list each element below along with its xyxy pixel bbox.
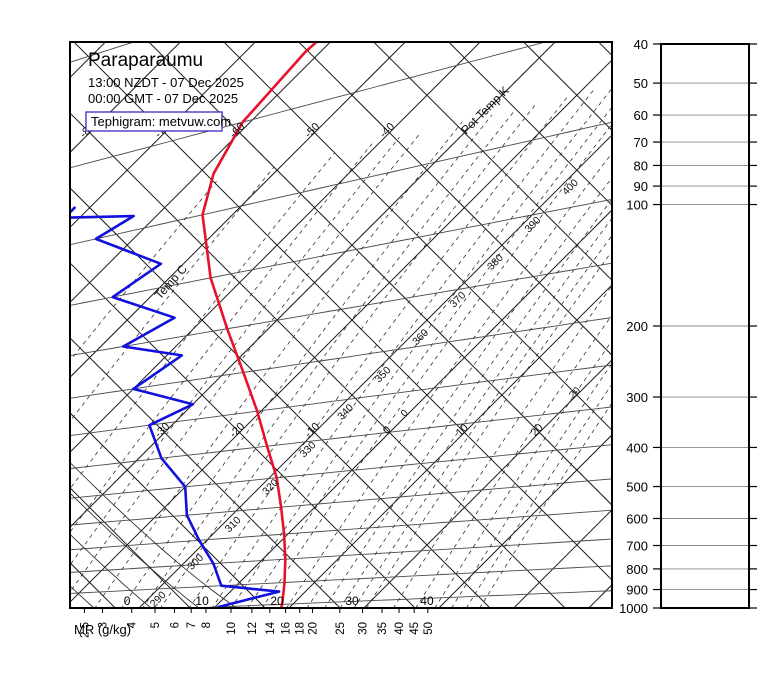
source-label: Tephigram: metvuw.com xyxy=(91,114,231,129)
mr-axis-label: MR (g/kg) xyxy=(74,622,131,637)
temp-tick-label: 30 xyxy=(345,594,359,608)
pressure-tick-label: 200 xyxy=(626,319,648,334)
pressure-tick-label: 70 xyxy=(634,135,648,150)
pressure-tick-label: 700 xyxy=(626,539,648,554)
mr-tick-label: 5 xyxy=(150,622,162,628)
pressure-tick-label: 1000 xyxy=(619,601,648,616)
header-block: Paraparaumu 13:00 NZDT - 07 Dec 2025 00:… xyxy=(85,50,244,132)
mr-tick-label: 6 xyxy=(169,622,181,628)
temp-tick-label: 10 xyxy=(195,594,209,608)
pressure-tick-label: 300 xyxy=(626,390,648,405)
pressure-tick-label: 90 xyxy=(634,179,648,194)
mr-tick-label: 4 xyxy=(127,621,139,628)
local-time-label: 13:00 NZDT - 07 Dec 2025 xyxy=(88,75,244,90)
source-box xyxy=(85,111,223,132)
pressure-tick-label: 400 xyxy=(626,440,648,455)
plot-frame xyxy=(69,41,613,609)
profile-layer xyxy=(70,42,319,608)
mr-tick-label: 18 xyxy=(295,622,307,635)
utc-time-label: 00:00 GMT - 07 Dec 2025 xyxy=(88,91,238,106)
mr-tick-label: 12 xyxy=(247,622,259,635)
mr-tick-label: 35 xyxy=(377,622,389,635)
mr-tick-label: 3 xyxy=(98,622,110,628)
mr-tick-label: 30 xyxy=(358,622,370,635)
mr-tick-label: 16 xyxy=(281,622,293,635)
mr-tick-label: 50 xyxy=(423,622,435,635)
station-title: Paraparaumu xyxy=(88,50,203,71)
temp-tick-label: 20 xyxy=(270,594,284,608)
pressure-axis-panel: 40 50 60 70 80 90 100 200 300 400 500 600 700 800 900 1… xyxy=(619,37,757,616)
mr-tick-label: 40 xyxy=(394,622,406,635)
pressure-tick-label: 80 xyxy=(634,158,648,173)
mr-tick-label: 2.5 xyxy=(79,622,91,638)
pressure-tick-label: 500 xyxy=(626,480,648,495)
mr-tick-label: 8 xyxy=(201,622,213,628)
mr-tick-label: 7 xyxy=(186,622,198,628)
pressure-panel-frame xyxy=(660,43,750,609)
mr-tick-label: 20 xyxy=(307,622,319,635)
mr-tick-label: 25 xyxy=(335,622,347,635)
pressure-tick-label: 900 xyxy=(626,583,648,598)
pressure-tick-label: 600 xyxy=(626,511,648,526)
temp-tick-label: 40 xyxy=(420,594,434,608)
pressure-tick-label: 800 xyxy=(626,562,648,577)
pressure-tick-label: 40 xyxy=(634,37,648,52)
profile-temperature xyxy=(201,42,319,608)
mr-tick-label: 14 xyxy=(265,621,277,634)
temp-tick-label: 0 xyxy=(124,594,131,608)
mr-tick-label: 45 xyxy=(409,622,421,635)
mr-tick-label: 10 xyxy=(226,622,238,635)
profile-dewpoint xyxy=(70,206,281,608)
pressure-tick-label: 50 xyxy=(634,76,648,91)
bottom-axis: 0 10 20 30 402.5 3 4 5 6 7 8 10 12 14 16 18 20 25 30 35 40 45… xyxy=(79,594,434,638)
pressure-tick-label: 60 xyxy=(634,108,648,123)
pressure-tick-label: 100 xyxy=(626,198,648,213)
